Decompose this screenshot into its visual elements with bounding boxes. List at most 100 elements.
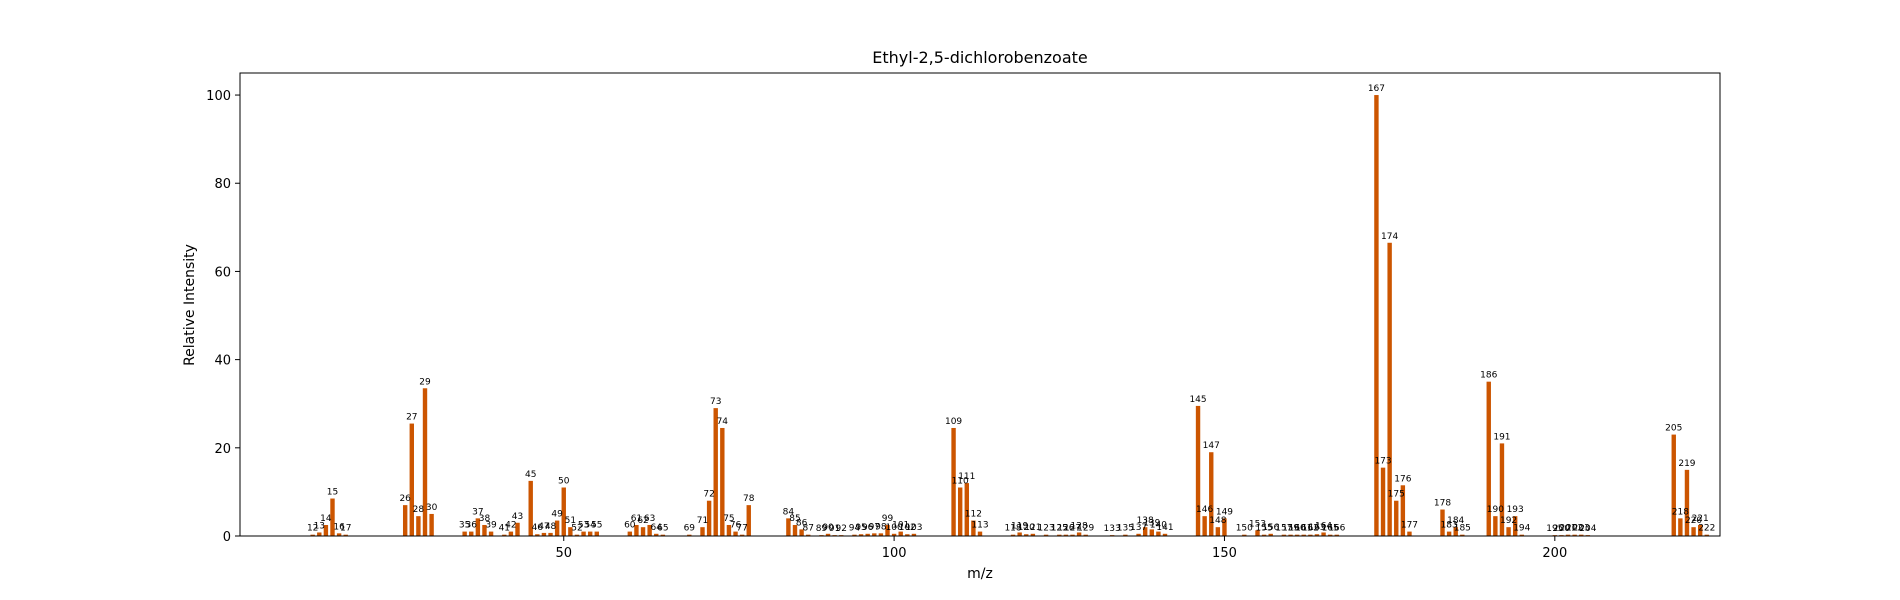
x-tick-label: 200 (1542, 546, 1567, 561)
bar-label: 86 (796, 518, 808, 528)
bar-label: 222 (1698, 524, 1715, 534)
bar (891, 533, 897, 536)
bar (1024, 534, 1029, 536)
bar-label: 41 (499, 524, 510, 534)
bar-label: 102 (899, 523, 916, 533)
bar (1387, 242, 1392, 536)
bar-label: 153 (1249, 519, 1266, 529)
bar (1083, 534, 1088, 536)
bar (1314, 534, 1320, 536)
bar (587, 531, 593, 536)
bar (792, 524, 798, 536)
bar (1043, 534, 1049, 536)
bar-label: 65 (657, 524, 668, 534)
bar-label: 166 (1328, 524, 1345, 534)
bar (1684, 469, 1690, 536)
bar (1321, 532, 1326, 536)
bar (971, 520, 976, 536)
bar (1499, 443, 1505, 536)
x-axis-label: m/z (967, 566, 993, 582)
bar-label: 69 (684, 524, 696, 534)
bar-label: 155 (1256, 524, 1273, 534)
bar (422, 388, 428, 536)
bar (1486, 381, 1491, 536)
bar-label: 49 (551, 510, 563, 520)
bar-label: 17 (340, 524, 351, 534)
bar-label: 165 (1322, 524, 1339, 534)
bar-label: 51 (565, 516, 576, 526)
bar (317, 532, 322, 536)
bar (488, 531, 494, 536)
bar-label: 35 (459, 521, 470, 531)
bar-label: 176 (1394, 474, 1411, 484)
bar-label: 27 (406, 413, 417, 423)
bar (858, 534, 864, 536)
bar-label: 60 (624, 521, 636, 531)
bar (1301, 534, 1306, 536)
bar (323, 524, 329, 536)
bar (1222, 518, 1227, 536)
bar (799, 529, 804, 536)
bar (1076, 532, 1082, 536)
bar (581, 531, 586, 536)
bar (739, 534, 745, 536)
bar (1460, 534, 1465, 536)
bar (700, 527, 705, 536)
bar-label: 186 (1480, 371, 1497, 381)
y-tick-label: 100 (206, 89, 231, 104)
bar-label: 183 (1441, 521, 1458, 531)
bar-label: 98 (875, 522, 887, 532)
bar (1394, 500, 1399, 536)
bar (482, 524, 487, 536)
bar-label: 126 (1057, 524, 1074, 534)
bar (1215, 527, 1221, 536)
bar-label: 90 (822, 523, 834, 533)
bar-label: 75 (723, 514, 734, 524)
bar (687, 534, 692, 536)
bar (885, 524, 890, 536)
bar (733, 531, 738, 536)
bar-label: 221 (1692, 514, 1709, 524)
bar (1440, 509, 1445, 536)
bar-label: 95 (855, 523, 866, 533)
bar (1255, 530, 1260, 536)
bar (1123, 534, 1128, 536)
bar (1268, 533, 1273, 536)
bar-label: 113 (971, 521, 988, 531)
y-tick-label: 0 (223, 530, 231, 545)
bar-label: 218 (1672, 507, 1689, 517)
bar-label: 191 (1493, 432, 1510, 442)
bar-label: 26 (399, 494, 411, 504)
bar (343, 534, 348, 536)
bar (1010, 534, 1016, 536)
bar (1242, 534, 1247, 536)
bar-label: 71 (697, 516, 708, 526)
bar-label: 77 (736, 524, 747, 534)
bar (1149, 529, 1154, 536)
bar-label: 29 (419, 377, 431, 387)
bar (786, 518, 791, 536)
bar-label: 141 (1156, 523, 1173, 533)
bar-label: 219 (1678, 459, 1695, 469)
bar-label: 55 (591, 521, 602, 531)
bar (1281, 534, 1287, 536)
bar-label: 111 (958, 472, 975, 482)
bar-label: 137 (1130, 523, 1147, 533)
bar-label: 36 (466, 521, 478, 531)
bar (640, 527, 646, 536)
bar (660, 534, 666, 536)
bar-label: 192 (1500, 516, 1517, 526)
bar (654, 533, 659, 536)
bar-label: 174 (1381, 232, 1398, 242)
bar (872, 533, 877, 536)
bar (429, 513, 434, 536)
bar (1671, 434, 1676, 536)
bar-label: 200 (1553, 524, 1570, 534)
bar (1063, 534, 1069, 536)
bar-label: 127 (1064, 524, 1081, 534)
bar-label: 135 (1117, 524, 1134, 534)
bar (1691, 527, 1696, 536)
bar-label: 74 (717, 417, 729, 427)
bar (1512, 516, 1518, 536)
bar (554, 520, 560, 536)
